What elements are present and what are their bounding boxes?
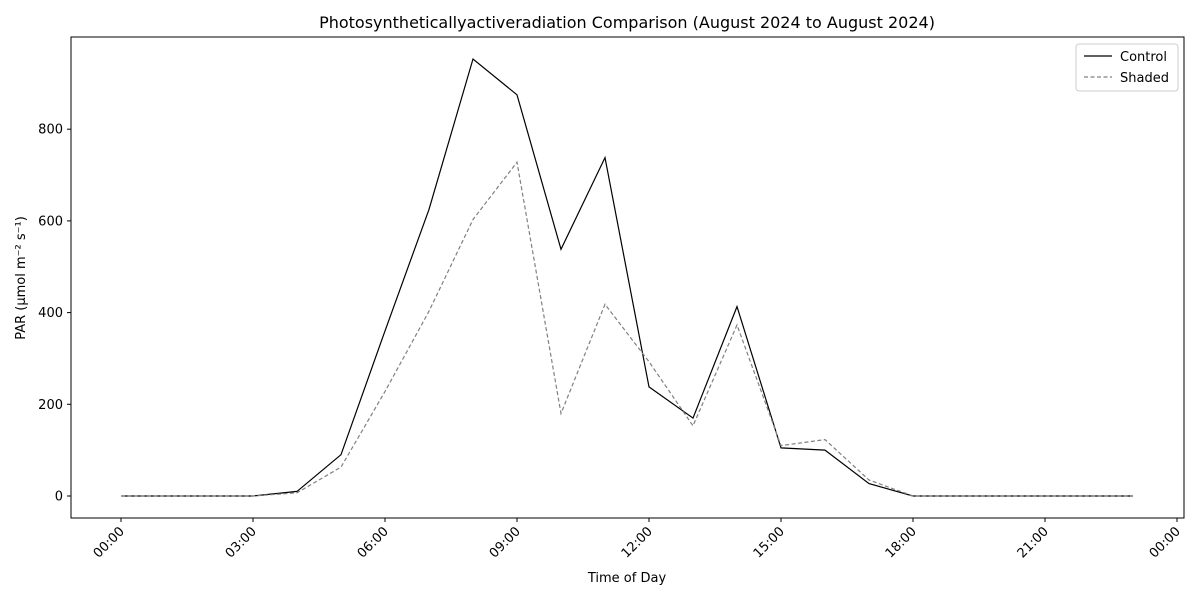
series-line-shaded <box>121 160 1133 497</box>
y-tick-label: 600 <box>38 214 63 229</box>
series-lines <box>121 57 1133 497</box>
legend: Control Shaded <box>1075 43 1179 92</box>
y-axis-label: PAR (µmol m⁻² s⁻¹) <box>14 216 29 340</box>
legend-label-control: Control <box>1120 50 1167 65</box>
y-tick-label: 800 <box>38 123 63 138</box>
legend-label-shaded: Shaded <box>1120 71 1169 86</box>
y-axis: 0 200 400 600 800 <box>38 123 71 505</box>
y-tick-label: 200 <box>38 398 63 413</box>
y-tick-label: 0 <box>55 490 63 505</box>
plot-frame <box>70 36 1185 519</box>
x-axis-label: Time of Day <box>587 571 667 586</box>
y-tick-label: 400 <box>38 306 63 321</box>
chart-title: Photosyntheticallyactiveradiation Compar… <box>319 13 935 32</box>
